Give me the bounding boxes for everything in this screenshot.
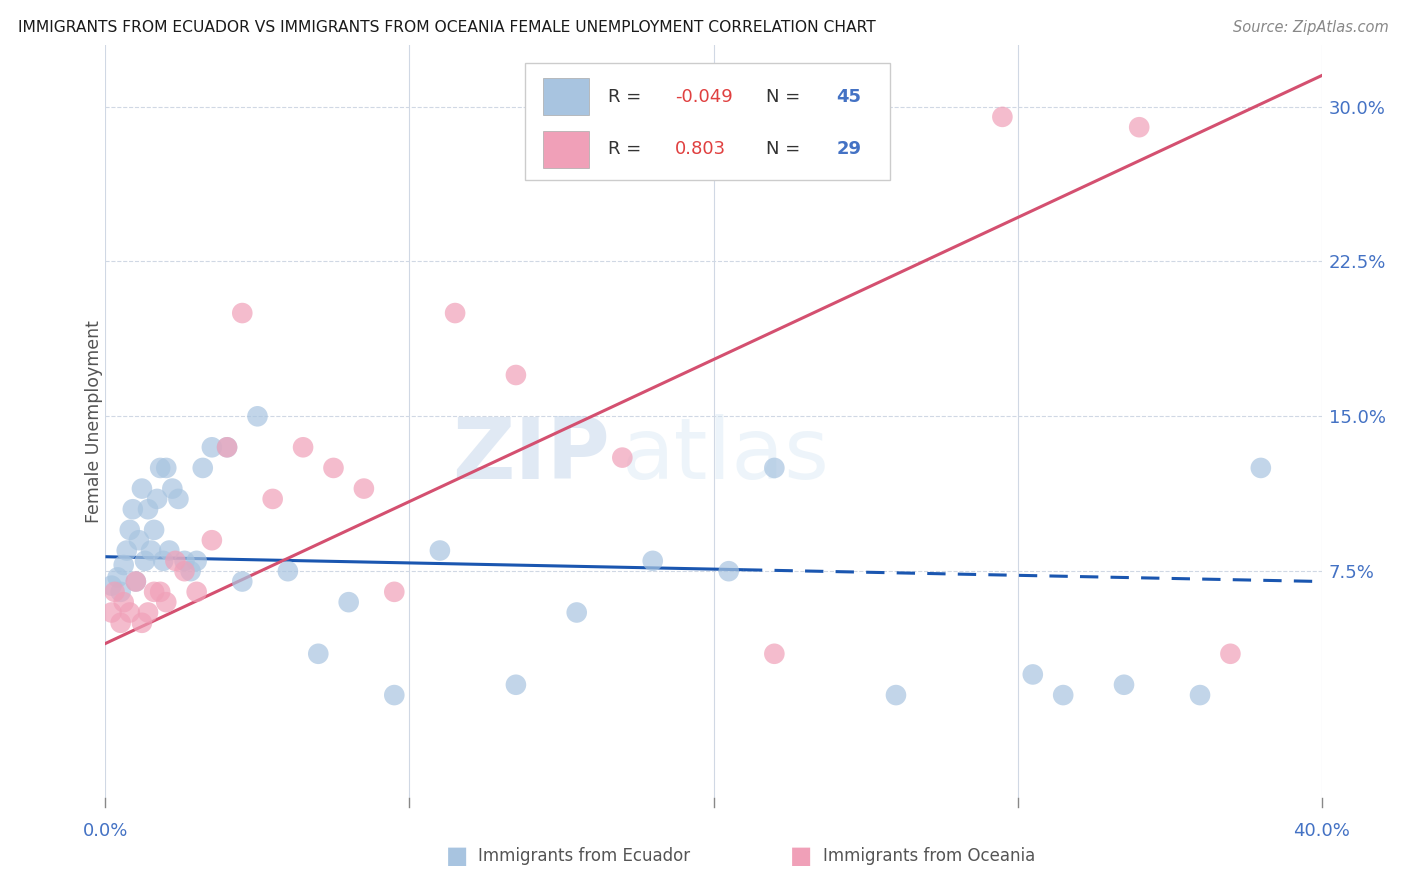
Point — [180, 564, 202, 578]
Point — [1189, 688, 1212, 702]
Point — [157, 543, 180, 558]
Point — [173, 554, 195, 568]
FancyBboxPatch shape — [543, 78, 589, 115]
Point — [162, 482, 184, 496]
Point — [125, 574, 148, 589]
Point — [112, 595, 135, 609]
Point — [307, 647, 329, 661]
Point — [186, 554, 208, 568]
Text: ZIP: ZIP — [453, 414, 610, 497]
Point — [149, 584, 172, 599]
Text: ■: ■ — [446, 845, 468, 868]
Text: atlas: atlas — [623, 414, 831, 497]
Point — [118, 606, 141, 620]
Point — [191, 461, 214, 475]
Point — [763, 461, 786, 475]
Point — [143, 584, 166, 599]
Point — [118, 523, 141, 537]
Point — [1022, 667, 1045, 681]
Point — [353, 482, 375, 496]
Point — [100, 579, 122, 593]
Point — [107, 570, 129, 584]
Point — [110, 615, 132, 630]
Point — [136, 502, 159, 516]
Point — [143, 523, 166, 537]
Text: R =: R = — [607, 87, 647, 105]
Point — [505, 678, 527, 692]
Point — [246, 409, 269, 424]
Point — [121, 502, 143, 516]
Text: ■: ■ — [790, 845, 813, 868]
Text: R =: R = — [607, 140, 652, 159]
FancyBboxPatch shape — [543, 130, 589, 169]
Text: Source: ZipAtlas.com: Source: ZipAtlas.com — [1233, 20, 1389, 35]
Point — [112, 558, 135, 572]
Point — [991, 110, 1014, 124]
Text: 40.0%: 40.0% — [1294, 822, 1350, 840]
Point — [1112, 678, 1135, 692]
Text: Immigrants from Oceania: Immigrants from Oceania — [823, 847, 1035, 865]
Point — [103, 584, 125, 599]
Point — [444, 306, 467, 320]
Y-axis label: Female Unemployment: Female Unemployment — [86, 320, 103, 523]
Text: IMMIGRANTS FROM ECUADOR VS IMMIGRANTS FROM OCEANIA FEMALE UNEMPLOYMENT CORRELATI: IMMIGRANTS FROM ECUADOR VS IMMIGRANTS FR… — [18, 20, 876, 35]
Text: -0.049: -0.049 — [675, 87, 733, 105]
Point — [1219, 647, 1241, 661]
Point — [131, 482, 153, 496]
Point — [884, 688, 907, 702]
Point — [217, 440, 239, 454]
Point — [262, 491, 284, 506]
Text: 0.803: 0.803 — [675, 140, 725, 159]
Point — [131, 615, 153, 630]
Point — [505, 368, 527, 382]
Point — [128, 533, 150, 548]
Point — [231, 574, 253, 589]
Point — [125, 574, 148, 589]
Text: 29: 29 — [837, 140, 862, 159]
Point — [134, 554, 156, 568]
Point — [186, 584, 208, 599]
Point — [382, 688, 405, 702]
Point — [231, 306, 253, 320]
Point — [1250, 461, 1272, 475]
Point — [382, 584, 405, 599]
Point — [292, 440, 315, 454]
Point — [115, 543, 138, 558]
Text: N =: N = — [766, 140, 806, 159]
Point — [612, 450, 634, 465]
Point — [641, 554, 664, 568]
Point — [155, 595, 177, 609]
Point — [1052, 688, 1074, 702]
Text: N =: N = — [766, 87, 806, 105]
Point — [165, 554, 187, 568]
Point — [139, 543, 162, 558]
Point — [146, 491, 169, 506]
Point — [337, 595, 360, 609]
Point — [155, 461, 177, 475]
Point — [1128, 120, 1150, 135]
Point — [201, 533, 224, 548]
Point — [110, 584, 132, 599]
Point — [152, 554, 174, 568]
Point — [717, 564, 740, 578]
Point — [217, 440, 239, 454]
Point — [277, 564, 299, 578]
Point — [565, 606, 588, 620]
FancyBboxPatch shape — [524, 62, 890, 179]
Point — [763, 647, 786, 661]
Point — [100, 606, 122, 620]
Text: 45: 45 — [837, 87, 862, 105]
Point — [322, 461, 344, 475]
Point — [201, 440, 224, 454]
Point — [149, 461, 172, 475]
Point — [136, 606, 159, 620]
Text: 0.0%: 0.0% — [83, 822, 128, 840]
Point — [173, 564, 195, 578]
Point — [167, 491, 190, 506]
Point — [429, 543, 451, 558]
Text: Immigrants from Ecuador: Immigrants from Ecuador — [478, 847, 690, 865]
